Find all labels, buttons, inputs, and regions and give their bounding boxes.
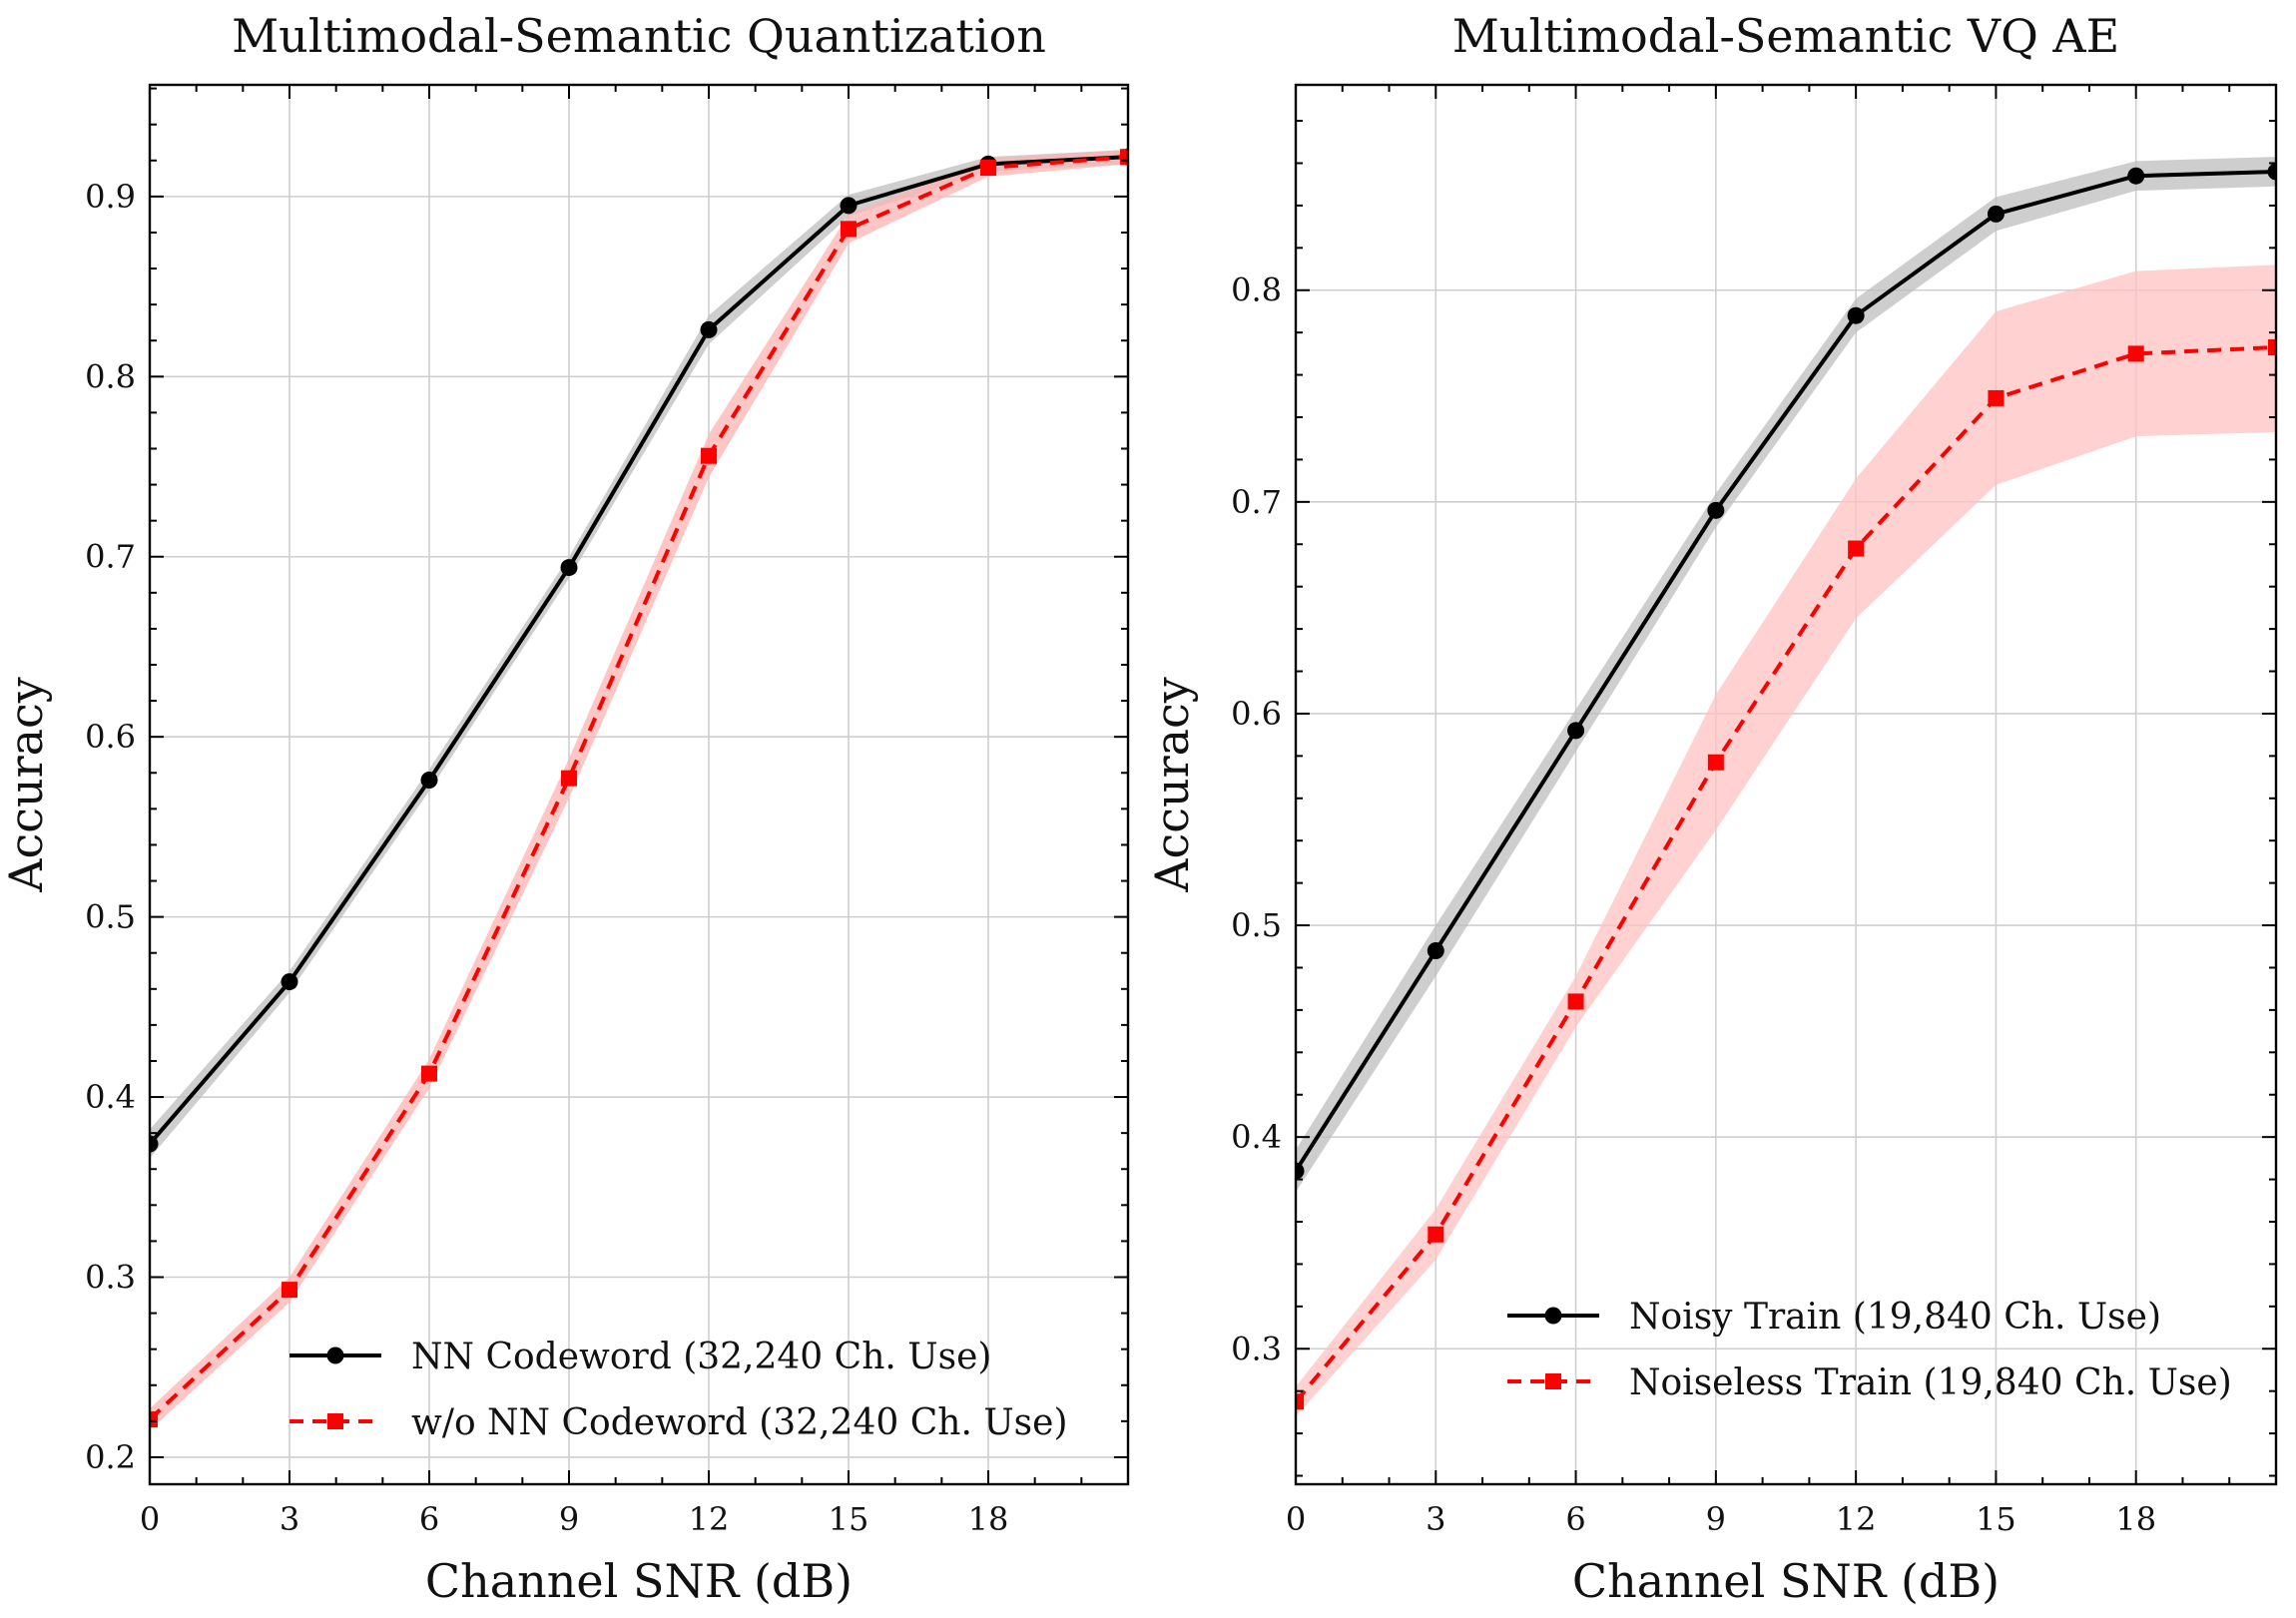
data-point-0-4 bbox=[700, 320, 718, 338]
data-point-1-0 bbox=[1296, 1393, 1304, 1410]
y-tick-label: 0.3 bbox=[85, 1258, 136, 1296]
x-tick-label: 18 bbox=[2115, 1500, 2156, 1538]
y-tick-label: 0.3 bbox=[1231, 1330, 1282, 1367]
data-point-0-0 bbox=[1296, 1162, 1305, 1180]
data-point-1-4 bbox=[701, 447, 717, 464]
confidence-band-1 bbox=[150, 149, 1128, 1430]
chart-title: Multimodal-Semantic Quantization bbox=[232, 9, 1046, 63]
data-point-1-0 bbox=[150, 1411, 158, 1428]
data-point-0-5 bbox=[840, 197, 858, 215]
data-point-1-6 bbox=[2127, 345, 2144, 362]
legend: Noisy Train (19,840 Ch. Use) Noiseless Tr… bbox=[1507, 1297, 2232, 1403]
x-axis-label: Channel SNR (dB) bbox=[425, 1554, 853, 1608]
data-point-0-2 bbox=[420, 771, 438, 789]
data-point-1-5 bbox=[1988, 389, 2005, 406]
data-point-1-2 bbox=[1567, 993, 1584, 1010]
plot-area bbox=[150, 148, 1128, 1430]
x-tick-label: 15 bbox=[829, 1500, 869, 1538]
chart-panel-quantization: 0 3 6 9 12 15 18 0.2 0.3 0.4 0.5 0.6 0.7 0.8 0.9 Multim… bbox=[0, 9, 1130, 1608]
legend-label-1: Noiseless Train (19,840 Ch. Use) bbox=[1629, 1362, 2232, 1403]
chart-panel-vq-ae: 0 3 6 9 12 15 18 0.3 0.4 0.5 0.6 0.7 0.8 Multimodal-S… bbox=[1145, 9, 2278, 1608]
data-point-1-1 bbox=[282, 1282, 297, 1299]
x-tick-label: 6 bbox=[419, 1500, 439, 1538]
data-point-1-1 bbox=[1428, 1226, 1444, 1243]
x-tick-label: 9 bbox=[559, 1500, 579, 1538]
y-tick-label: 0.6 bbox=[85, 718, 136, 756]
data-point-0-2 bbox=[1567, 722, 1585, 740]
ticks bbox=[1295, 85, 2276, 1484]
y-tick-label: 0.4 bbox=[1231, 1118, 1282, 1156]
confidence-band-0 bbox=[150, 149, 1128, 1159]
legend-marker-1 bbox=[1545, 1373, 1561, 1389]
legend: NN Codeword (32,240 Ch. Use) w/o NN Codew… bbox=[289, 1337, 1068, 1443]
y-tick-label: 0.7 bbox=[1231, 483, 1282, 521]
data-point-0-7 bbox=[2267, 163, 2276, 181]
data-point-1-7 bbox=[1120, 149, 1128, 166]
legend-label-1: w/o NN Codeword (32,240 Ch. Use) bbox=[411, 1402, 1068, 1443]
data-point-1-2 bbox=[421, 1065, 437, 1082]
y-tick-label: 0.5 bbox=[1231, 906, 1282, 944]
x-tick-label: 18 bbox=[968, 1500, 1009, 1538]
series-line-1 bbox=[1296, 345, 2276, 1403]
legend-label-0: Noisy Train (19,840 Ch. Use) bbox=[1629, 1297, 2161, 1338]
series-line-1 bbox=[150, 155, 1128, 1421]
y-axis-label: Accuracy bbox=[0, 677, 53, 893]
x-tick-label: 15 bbox=[1976, 1500, 2016, 1538]
confidence-band-1 bbox=[1296, 265, 2276, 1417]
plot-area bbox=[1296, 157, 2276, 1417]
x-axis-label: Channel SNR (dB) bbox=[1572, 1554, 2000, 1608]
y-tick-label: 0.8 bbox=[85, 357, 136, 395]
data-point-0-3 bbox=[560, 559, 578, 577]
y-tick-label: 0.6 bbox=[1231, 695, 1282, 733]
x-tick-label: 9 bbox=[1706, 1500, 1726, 1538]
x-tick-label: 12 bbox=[689, 1500, 730, 1538]
data-point-1-7 bbox=[2268, 339, 2276, 356]
data-point-0-1 bbox=[281, 973, 298, 991]
y-tick-label: 0.9 bbox=[85, 178, 136, 216]
y-tick-label: 0.7 bbox=[85, 538, 136, 576]
chart-title: Multimodal-Semantic VQ AE bbox=[1452, 9, 2119, 63]
y-tick-label: 0.8 bbox=[1231, 271, 1282, 309]
data-point-1-4 bbox=[1848, 540, 1865, 557]
data-point-1-6 bbox=[980, 160, 996, 177]
ticks bbox=[149, 85, 1128, 1484]
y-tick-label: 0.5 bbox=[85, 898, 136, 936]
data-point-0-3 bbox=[1707, 501, 1725, 519]
x-tick-label: 6 bbox=[1565, 1500, 1585, 1538]
legend-marker-1 bbox=[327, 1413, 343, 1429]
plot-frame bbox=[148, 83, 1130, 1486]
legend-marker-0 bbox=[326, 1347, 344, 1364]
y-tick-label: 0.2 bbox=[85, 1438, 136, 1476]
y-axis-label: Accuracy bbox=[1145, 677, 1199, 893]
data-point-0-4 bbox=[1847, 306, 1865, 324]
data-point-0-1 bbox=[1427, 942, 1444, 960]
series-line-0 bbox=[1296, 169, 2276, 1173]
x-tick-label: 3 bbox=[1426, 1500, 1445, 1538]
data-point-1-3 bbox=[1707, 754, 1724, 771]
x-tick-label: 0 bbox=[1286, 1500, 1306, 1538]
x-tick-label: 0 bbox=[140, 1500, 160, 1538]
data-point-1-5 bbox=[841, 221, 857, 238]
data-point-0-5 bbox=[1987, 205, 2005, 223]
grid bbox=[149, 85, 1128, 1484]
x-tick-label: 3 bbox=[280, 1500, 299, 1538]
legend-label-0: NN Codeword (32,240 Ch. Use) bbox=[411, 1337, 991, 1377]
data-point-1-3 bbox=[561, 770, 577, 787]
legend-marker-0 bbox=[1544, 1307, 1562, 1325]
data-point-0-6 bbox=[2127, 167, 2145, 185]
y-tick-label: 0.4 bbox=[85, 1078, 136, 1116]
x-tick-label: 12 bbox=[1836, 1500, 1877, 1538]
data-point-0-0 bbox=[150, 1135, 159, 1153]
plot-frame bbox=[1294, 83, 2278, 1486]
series-line-0 bbox=[150, 155, 1128, 1146]
